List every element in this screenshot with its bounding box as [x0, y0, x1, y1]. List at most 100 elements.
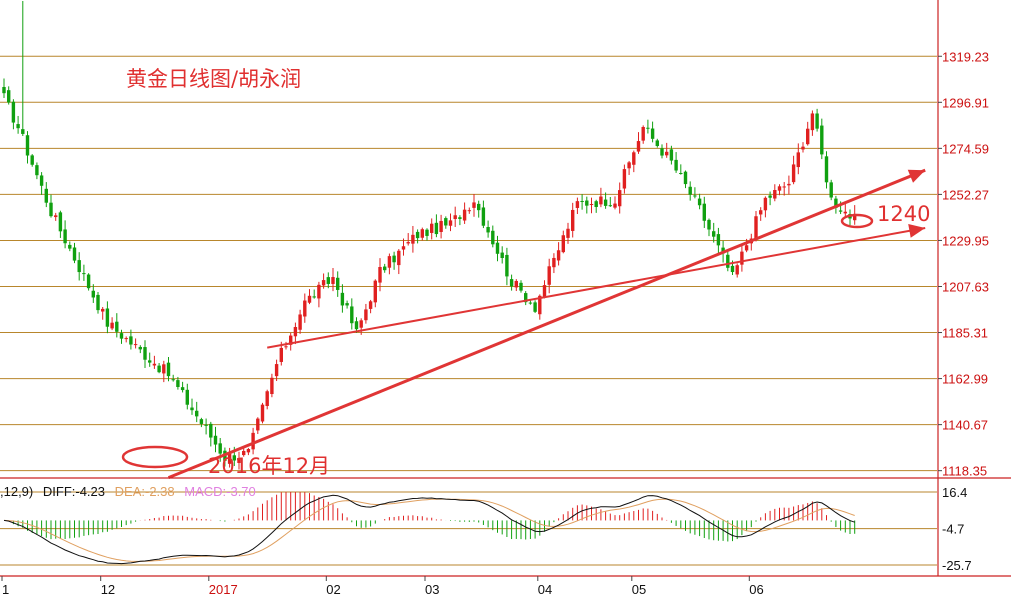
candle-body-144 — [679, 172, 683, 174]
candle-body-79 — [373, 280, 377, 303]
candle-body-164 — [773, 189, 777, 199]
candle-body-32 — [152, 363, 157, 366]
chart-axes — [0, 0, 1011, 577]
candle-body-45 — [213, 435, 218, 445]
candle-body-140 — [660, 148, 664, 156]
candle-body-65 — [307, 295, 312, 303]
candle-body-116 — [547, 266, 551, 285]
candle-body-135 — [636, 141, 641, 152]
trendline-arrow-0 — [907, 169, 926, 183]
candle-body-124 — [585, 200, 589, 206]
candle-body-88 — [415, 231, 420, 239]
candle-body-97 — [458, 217, 462, 219]
candle-body-111 — [524, 293, 528, 303]
candle-body-107 — [505, 254, 509, 277]
candle-body-103 — [486, 226, 490, 233]
candle-body-40 — [190, 407, 194, 411]
candle-body-19 — [91, 290, 95, 298]
candle-body-143 — [674, 159, 678, 171]
date-tick-label-1: 12 — [101, 582, 115, 597]
candle-body-10 — [49, 202, 53, 217]
candle-body-117 — [552, 257, 556, 268]
candle-body-177 — [834, 198, 838, 208]
candle-body-69 — [326, 277, 330, 284]
candle-body-92 — [434, 222, 439, 235]
candle-body-154 — [726, 254, 730, 268]
candle-body-126 — [594, 201, 598, 207]
candle-body-106 — [500, 252, 504, 258]
price-tick-label-9: 1118.35 — [942, 464, 987, 479]
candle-body-141 — [665, 151, 669, 156]
date-tick-label-3: 02 — [326, 582, 340, 597]
candle-body-133 — [627, 162, 631, 169]
candle-body-122 — [575, 201, 580, 208]
price-tick-label-6: 1185.31 — [942, 326, 988, 341]
candle-body-100 — [472, 202, 476, 208]
candle-body-165 — [777, 186, 782, 191]
candle-body-87 — [411, 234, 415, 244]
candle-body-52 — [246, 449, 251, 453]
diff-line — [3, 494, 855, 565]
candle-body-147 — [693, 195, 697, 197]
candle-body-72 — [340, 292, 345, 306]
candle-body-37 — [176, 380, 180, 387]
candle-body-157 — [740, 251, 744, 265]
candle-body-21 — [101, 308, 105, 312]
candle-body-35 — [166, 362, 171, 377]
dea-label: DEA: — [115, 484, 145, 499]
candle-body-152 — [716, 234, 721, 246]
candle-body-82 — [387, 256, 392, 268]
candle-body-155 — [730, 265, 735, 273]
candle-body-110 — [519, 282, 523, 291]
candle-body-91 — [430, 223, 434, 233]
candle-body-73 — [345, 303, 349, 306]
candle-body-83 — [392, 255, 396, 263]
candle-body-11 — [54, 215, 58, 218]
candle-body-119 — [561, 235, 565, 253]
candle-body-51 — [242, 450, 246, 456]
trendlines — [167, 168, 926, 479]
candle-body-99 — [467, 210, 471, 212]
candle-body-109 — [514, 280, 518, 288]
candle-body-102 — [481, 207, 486, 226]
date-tick-label-5: 04 — [538, 582, 552, 597]
candle-body-22 — [105, 308, 110, 327]
candle-body-85 — [401, 246, 406, 250]
candle-body-137 — [646, 127, 650, 129]
trendline-1 — [267, 226, 926, 349]
candle-body-12 — [58, 212, 63, 232]
date-tick-label-0: 1 — [2, 582, 9, 597]
candle-body-64 — [303, 300, 307, 317]
candle-body-3 — [16, 124, 20, 129]
candle-body-25 — [119, 333, 124, 339]
candle-body-17 — [82, 273, 86, 275]
candle-body-60 — [284, 346, 288, 348]
candle-body-129 — [608, 205, 612, 207]
price-tick-label-2: 1274.59 — [942, 141, 989, 156]
candle-body-74 — [350, 306, 354, 324]
candle-body-170 — [801, 146, 805, 150]
candle-body-39 — [185, 389, 189, 405]
price-tick-label-0: 1319.23 — [942, 49, 989, 64]
date-tick-label-2: 2017 — [209, 582, 238, 597]
price-tick-label-8: 1140.67 — [942, 418, 988, 433]
candle-body-113 — [533, 302, 537, 312]
candle-body-26 — [124, 338, 128, 340]
macd-label: MACD: — [184, 484, 226, 499]
candle-body-134 — [632, 152, 636, 165]
candle-body-58 — [274, 364, 279, 377]
candle-body-93 — [439, 220, 443, 232]
candle-body-54 — [256, 418, 260, 431]
candle-body-30 — [143, 347, 147, 360]
candle-body-49 — [232, 455, 236, 461]
candle-body-114 — [538, 295, 542, 315]
price-tick-label-1: 1296.91 — [942, 95, 989, 110]
candle-body-42 — [199, 419, 204, 424]
macd-grid — [0, 491, 937, 566]
date-tick-label-7: 06 — [749, 582, 763, 597]
candle-body-28 — [133, 344, 138, 346]
candle-body-13 — [63, 229, 67, 244]
candle-body-5 — [25, 135, 30, 156]
